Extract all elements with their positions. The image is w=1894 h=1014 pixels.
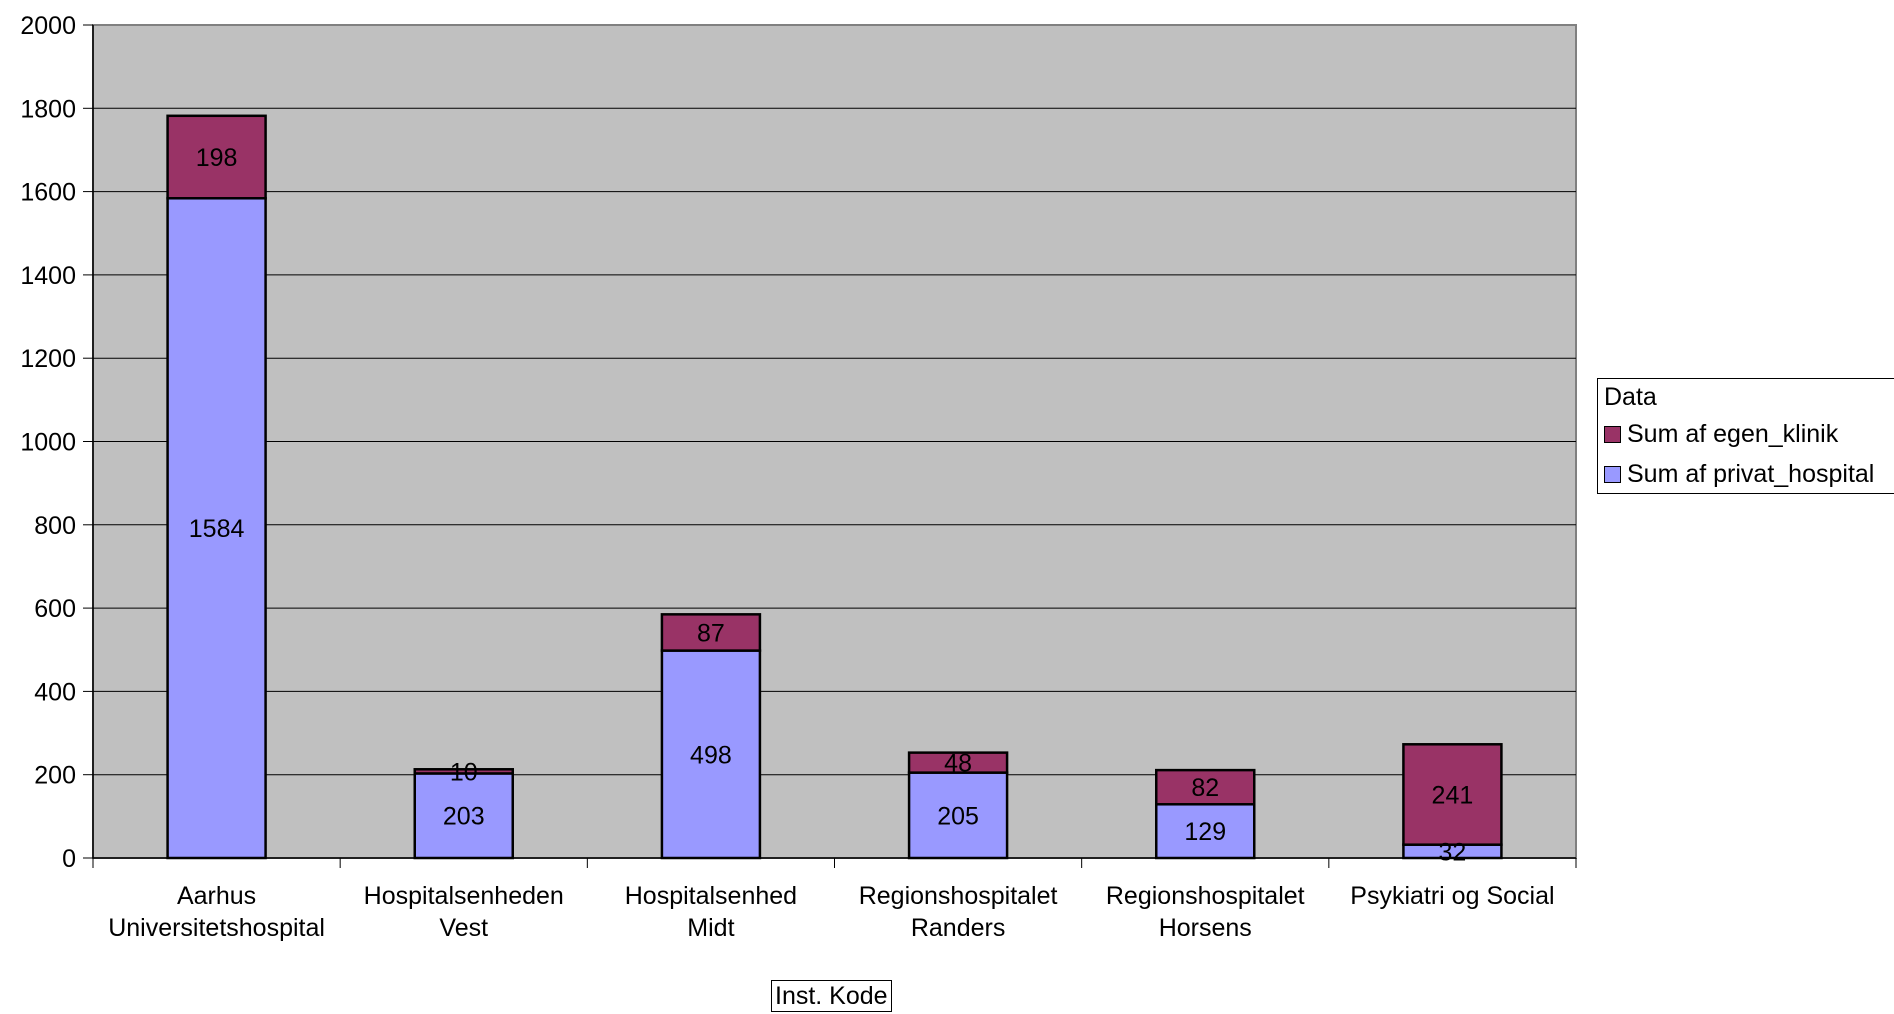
- legend-swatch-egen-klinik: [1604, 425, 1621, 443]
- y-tick-label: 0: [62, 845, 76, 873]
- x-category-label: Regionshospitalet: [859, 882, 1058, 910]
- y-tick-label: 800: [34, 512, 76, 540]
- y-tick-label: 1000: [20, 429, 76, 457]
- bar-segment: [1402, 743, 1503, 846]
- x-category-label: Hospitalsenhed: [625, 882, 797, 910]
- x-category-label: Randers: [911, 914, 1006, 942]
- y-tick-label: 1200: [20, 345, 76, 373]
- x-axis-title: Inst. Kode: [771, 980, 892, 1012]
- legend: Data Sum af egen_klinik Sum af privat_ho…: [1597, 378, 1894, 494]
- data-label: 32: [1439, 838, 1467, 866]
- data-label: 87: [697, 619, 725, 647]
- bars: [166, 114, 1503, 860]
- legend-item-egen-klinik: Sum af egen_klinik: [1604, 417, 1838, 451]
- data-label: 205: [937, 802, 979, 830]
- bar-segment: [166, 197, 267, 860]
- bar-segment: [1155, 803, 1256, 860]
- legend-title: Data: [1604, 383, 1657, 411]
- data-label: 498: [690, 741, 732, 769]
- x-category-label: Vest: [439, 914, 488, 942]
- bar-segment: [660, 613, 762, 652]
- y-tick-label: 400: [34, 678, 76, 706]
- legend-label-egen-klinik: Sum af egen_klinik: [1627, 419, 1839, 448]
- data-label: 1584: [189, 515, 245, 543]
- data-label: 129: [1184, 818, 1226, 846]
- bar-segment: [166, 114, 267, 200]
- bar-segment: [1155, 768, 1256, 806]
- x-category-label: Horsens: [1159, 914, 1252, 942]
- x-category-label: Hospitalsenheden: [364, 882, 564, 910]
- bar-segment: [413, 768, 514, 775]
- legend-swatch-privat-hospital: [1604, 465, 1621, 483]
- x-category-label: Aarhus: [177, 882, 256, 910]
- labels: 1584 198 Aarhus Universitetshospital 203 10 Ho…: [108, 144, 1554, 942]
- y-tick-label: 1800: [20, 95, 76, 123]
- gridlines: [93, 107, 1576, 776]
- x-category-label: Universitetshospital: [108, 914, 325, 942]
- x-category-label: Regionshospitalet: [1106, 882, 1305, 910]
- y-tick-label: 1600: [20, 179, 76, 207]
- y-tick-label: 200: [34, 762, 76, 790]
- legend-item-privat-hospital: Sum af privat_hospital: [1604, 457, 1874, 491]
- y-tick-label: 2000: [20, 12, 76, 40]
- legend-label-privat-hospital: Sum af privat_hospital: [1627, 459, 1875, 488]
- data-label: 241: [1432, 781, 1474, 809]
- axes: 0 200 400 600 800 1000 1200 1400 1600 1800 2000: [20, 12, 1577, 873]
- data-label: 82: [1191, 774, 1219, 802]
- data-label: 198: [196, 144, 238, 172]
- data-label: 203: [443, 803, 485, 831]
- data-label: 48: [944, 750, 972, 778]
- x-category-label: Psykiatri og Social: [1350, 882, 1554, 910]
- y-tick-label: 600: [34, 595, 76, 623]
- x-category-label: Midt: [687, 914, 734, 942]
- y-tick-label: 1400: [20, 262, 76, 290]
- data-label: 10: [450, 758, 478, 786]
- bar-segment: [907, 751, 1009, 774]
- bar-segment: [413, 772, 514, 860]
